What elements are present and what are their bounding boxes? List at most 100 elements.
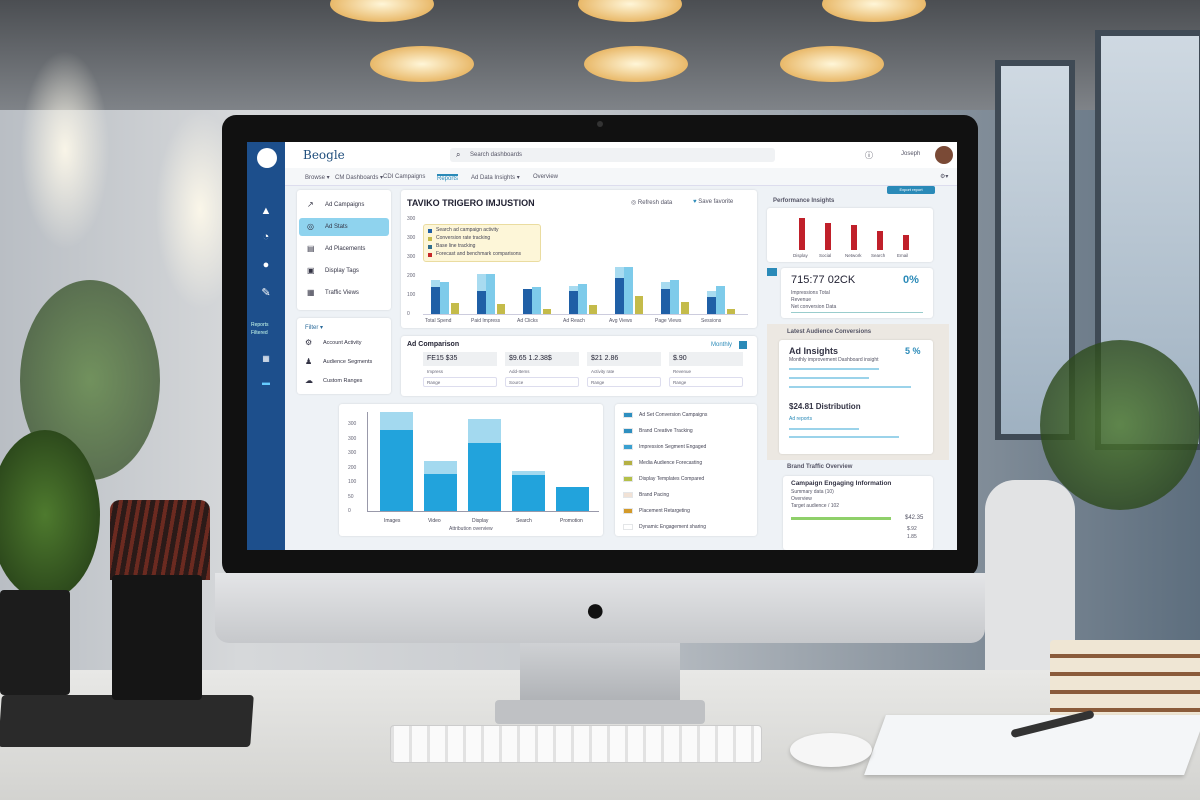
comparison-input[interactable]: Range: [669, 377, 743, 387]
y-tick-label: 0: [348, 508, 351, 514]
avatar[interactable]: [935, 146, 953, 164]
legend-swatch: [623, 460, 633, 466]
traffic-line: Overview: [791, 496, 812, 502]
menu-item[interactable]: ▦ Traffic Views: [299, 284, 389, 302]
circle-icon[interactable]: ●: [262, 259, 270, 271]
filter-item[interactable]: ♟ Audience Segments: [301, 355, 387, 369]
menu-item[interactable]: ▣ Display Tags: [299, 262, 389, 280]
filter-item[interactable]: ⚙ Account Activity: [301, 336, 387, 350]
nav-item[interactable]: Ad Data Insights ▾: [471, 175, 520, 181]
nav-item[interactable]: CDI Campaigns: [383, 174, 426, 180]
kpi-percent: 0%: [903, 274, 919, 286]
grid-icon[interactable]: ▦: [262, 354, 270, 363]
comparison-input[interactable]: Range: [587, 377, 661, 387]
comparison-item: $21 2.86 Activity rate Range: [587, 352, 661, 390]
ceiling-lamp: [330, 0, 434, 22]
kpi-card: 715:77 02CK 0% Impressions Total Revenue…: [781, 268, 933, 318]
comparison-input[interactable]: Source: [505, 377, 579, 387]
y-tick-label: 0: [407, 311, 410, 317]
search-placeholder: Search dashboards: [470, 152, 523, 158]
legend-swatch: [623, 444, 633, 450]
menu-item-label: Ad Campaigns: [325, 202, 365, 208]
x-tick-label: Total Spend: [425, 318, 452, 324]
desk-plant: [0, 430, 100, 600]
bar: [440, 281, 449, 314]
sidebar-reports[interactable]: Reports: [251, 322, 269, 328]
legend-label: Forecast and benchmark comparisons: [436, 251, 522, 257]
x-tick-label: Sessions: [701, 318, 722, 324]
add-icon[interactable]: [739, 341, 747, 349]
legend-swatch: [623, 476, 633, 482]
analysis-card2-sub: Ad reports: [789, 416, 813, 422]
nav-item[interactable]: Browse ▾: [305, 175, 330, 181]
legend-swatch: [623, 492, 633, 498]
apple-icon: ●: [585, 591, 606, 629]
bar: [468, 442, 501, 511]
analysis-panel: Latest Audience Conversions Ad Insights …: [767, 324, 949, 460]
document-icon: ▣: [307, 266, 315, 275]
right-chart-title: Performance Insights: [773, 198, 835, 204]
filter-card: Filter ▾ ⚙ Account Activity ♟ Audience Segm…: [297, 318, 391, 394]
bar: [569, 285, 578, 292]
analysis-card2-title: $24.81 Distribution: [789, 402, 861, 411]
nav-item-active[interactable]: Reports: [437, 174, 459, 182]
info-icon[interactable]: ⓘ: [865, 151, 873, 160]
y-tick-label: 200: [407, 273, 416, 279]
traffic-card-title: Campaign Engaging Information: [791, 480, 892, 487]
monitor-stand-base: [495, 700, 705, 724]
menu-item[interactable]: ▤ Ad Placements: [299, 240, 389, 258]
pager-icon[interactable]: [767, 268, 777, 276]
bottom-chart-plot: 0 50 100 200 300 300 300 Images Video Display Sear…: [348, 412, 599, 524]
right-chart-plot: Display Social Network Search Email: [787, 212, 927, 258]
keyboard[interactable]: [390, 725, 762, 763]
bar: [512, 474, 545, 511]
y-tick-label: 300: [407, 216, 416, 222]
menu-item[interactable]: ◎ Ad Stats: [299, 218, 389, 236]
menu-card: ↗ Ad Campaigns ◎ Ad Stats ▤ Ad Placements ▣ Dis…: [297, 190, 391, 310]
comparison-card: Ad Comparison Monthly FE15 $35 Impress Ran…: [401, 336, 757, 396]
settings-icon[interactable]: ⚙▾: [940, 174, 949, 180]
logo-icon: [257, 148, 277, 168]
growth-icon: ↗: [307, 200, 314, 209]
menu-item[interactable]: ↗ Ad Campaigns: [299, 196, 389, 214]
legend-label: Display Templates Compared: [639, 476, 705, 482]
mouse[interactable]: [790, 733, 872, 767]
comparison-value-box: [587, 352, 661, 366]
filter-title[interactable]: Filter ▾: [305, 325, 324, 331]
comparison-sub: Activity rate: [591, 369, 615, 374]
comparison-sub: Impress: [427, 369, 444, 374]
nav-item[interactable]: CM Dashboards ▾: [335, 175, 384, 181]
comparison-input[interactable]: Range: [423, 377, 497, 387]
legend-label: Ad Set Conversion Campaigns: [639, 412, 708, 418]
favorite-button[interactable]: ♥ Save favorite: [693, 199, 733, 205]
filter-item[interactable]: ☁ Custom Ranges: [301, 374, 387, 388]
kpi-line: Revenue: [791, 297, 812, 303]
bar: [512, 470, 545, 475]
favorite-label: Save favorite: [698, 199, 734, 205]
comparison-input-value: Range: [591, 380, 605, 385]
main-chart-title: TAVIKO TRIGERO IMJUSTION: [407, 198, 535, 208]
bar: [543, 309, 551, 314]
comparison-value: $21 2.86: [591, 355, 619, 362]
ceiling-lamp: [578, 0, 682, 22]
x-tick-label: Email: [897, 253, 909, 258]
y-tick-label: 300: [407, 235, 416, 241]
lock-icon[interactable]: ▲: [260, 205, 272, 217]
pencil-icon[interactable]: ✎: [261, 287, 271, 299]
comparison-value-box: [423, 352, 497, 366]
nav-item[interactable]: Overview: [533, 174, 559, 180]
monitor-icon[interactable]: ▬: [262, 378, 270, 387]
progress-bar: [789, 368, 879, 370]
export-button[interactable]: Export report: [887, 186, 935, 194]
clock-icon[interactable]: ◔: [262, 231, 270, 243]
monthly-link[interactable]: Monthly: [711, 342, 733, 348]
user-name[interactable]: Joseph: [901, 151, 921, 157]
people-icon: ♟: [305, 357, 313, 366]
legend-swatch: [623, 524, 633, 530]
y-tick-label: 300: [407, 254, 416, 260]
sidebar-filtered[interactable]: Filtered: [251, 330, 268, 336]
legend-swatch: [623, 508, 633, 514]
search-input[interactable]: ⌕ Search dashboards: [450, 148, 775, 162]
x-tick-label: Display: [793, 253, 808, 258]
refresh-button[interactable]: ◎ Refresh data: [631, 200, 673, 206]
